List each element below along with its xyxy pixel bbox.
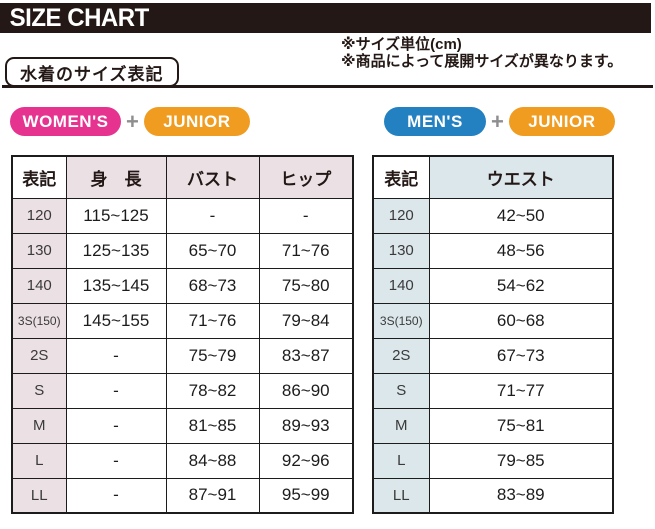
value-cell: - [65,372,167,409]
size-label-cell: M [11,407,67,444]
size-label-cell: 140 [11,267,67,304]
value-cell: 89~93 [258,407,354,444]
value-cell: 68~73 [165,267,260,304]
unit-notes: ※サイズ単位(cm) ※商品によって展開サイズが異なります。 [341,36,653,70]
table-row: S 71~77 [372,372,614,409]
value-cell: 84~88 [165,442,260,479]
value-cell: 92~96 [258,442,354,479]
column-header: バスト [165,155,260,199]
table-row: 3S(150) 145~155 71~76 79~84 [11,302,354,339]
value-cell: 145~155 [65,302,167,339]
table-row: 2S 67~73 [372,337,614,374]
table-row: L -84~88 92~96 [11,442,354,479]
table-row: 120 42~50 [372,197,614,234]
size-label-cell: LL [372,477,430,514]
mens-junior-badges: MEN'S + JUNIOR [384,107,615,136]
mens-badge: MEN'S [384,107,486,136]
value-cell: 71~76 [165,302,260,339]
value-cell: - [65,442,167,479]
value-cell: 95~99 [258,477,354,514]
size-label-cell: 3S(150) [372,302,430,339]
note-unit-cm: ※サイズ単位(cm) [341,36,462,53]
table-row: LL -87~91 95~99 [11,477,354,514]
size-label-cell: 120 [11,197,67,234]
table-row: 130 48~56 [372,232,614,269]
size-label-cell: S [372,372,430,409]
table-row: LL 83~89 [372,477,614,514]
table-row: S -78~82 86~90 [11,372,354,409]
value-cell: 81~85 [165,407,260,444]
header-row: 表記 ウエスト [372,155,614,199]
table-row: 120 115~125- - [11,197,354,234]
size-chart-banner: SIZE CHART [0,3,651,33]
womens-badge: WOMEN'S [10,107,121,136]
section-divider-line [2,85,653,88]
value-cell: 83~89 [428,477,614,514]
column-header: 表記 [11,155,67,199]
size-label-cell: 130 [11,232,67,269]
page-title: SIZE CHART [9,3,150,32]
value-cell: 115~125 [65,197,167,234]
value-cell: 54~62 [428,267,614,304]
table-row: M -81~85 89~93 [11,407,354,444]
value-cell: 78~82 [165,372,260,409]
value-cell: - [65,337,167,374]
value-cell: 71~76 [258,232,354,269]
size-label-cell: L [11,442,67,479]
table-row: L 79~85 [372,442,614,479]
column-header: ヒップ [258,155,354,199]
size-label-cell: 140 [372,267,430,304]
value-cell: 83~87 [258,337,354,374]
column-header: 身 長 [65,155,167,199]
plus-sign: + [126,108,139,134]
size-label-cell: 120 [372,197,430,234]
size-label-cell: 3S(150) [11,302,67,339]
value-cell: - [165,197,260,234]
size-label-cell: L [372,442,430,479]
note-size-varies: ※商品によって展開サイズが異なります。 [341,53,623,70]
value-cell: 75~81 [428,407,614,444]
size-label-cell: 130 [372,232,430,269]
size-label-cell: 2S [372,337,430,374]
womens-junior-size-table: 表記身 長バスト ヒップ 120 115~125- -130 125~135 65~70 71… [11,155,354,514]
junior-badge: JUNIOR [143,107,250,136]
value-cell: 87~91 [165,477,260,514]
size-label-cell: LL [11,477,67,514]
value-cell: 75~80 [258,267,354,304]
plus-sign: + [491,108,504,134]
value-cell: - [65,407,167,444]
table-row: 2S -75~79 83~87 [11,337,354,374]
value-cell: 79~85 [428,442,614,479]
value-cell: 67~73 [428,337,614,374]
value-cell: 79~84 [258,302,354,339]
table-row: M 75~81 [372,407,614,444]
value-cell: 86~90 [258,372,354,409]
value-cell: 71~77 [428,372,614,409]
size-label-cell: M [372,407,430,444]
size-label-cell: S [11,372,67,409]
size-label-cell: 2S [11,337,67,374]
column-header: 表記 [372,155,430,199]
value-cell: 48~56 [428,232,614,269]
value-cell: 135~145 [65,267,167,304]
table-row: 3S(150) 60~68 [372,302,614,339]
table-row: 140 54~62 [372,267,614,304]
value-cell: 125~135 [65,232,167,269]
header-row: 表記身 長バスト ヒップ [11,155,354,199]
mens-junior-size-table: 表記 ウエスト 120 42~50 130 48~56 140 54~62 3S(150) 60~… [372,155,614,514]
table-row: 130 125~135 65~70 71~76 [11,232,354,269]
value-cell: 42~50 [428,197,614,234]
value-cell: - [65,477,167,514]
section-label: 水着のサイズ表記 [20,64,164,84]
section-label-box: 水着のサイズ表記 [5,57,179,87]
column-header: ウエスト [428,155,614,199]
value-cell: 60~68 [428,302,614,339]
womens-junior-badges: WOMEN'S + JUNIOR [10,107,250,136]
table-row: 140 135~145 68~73 75~80 [11,267,354,304]
value-cell: - [258,197,354,234]
value-cell: 75~79 [165,337,260,374]
junior-badge: JUNIOR [508,107,615,136]
value-cell: 65~70 [165,232,260,269]
